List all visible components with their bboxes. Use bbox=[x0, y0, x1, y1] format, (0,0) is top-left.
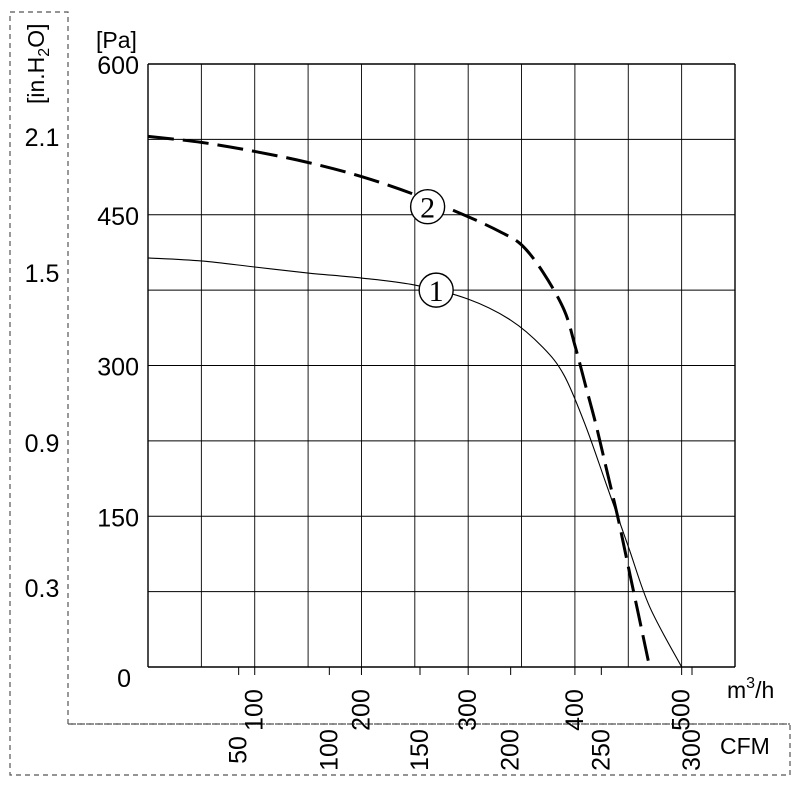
x-unit-cfm: CFM bbox=[720, 733, 770, 759]
series-labels: 12 bbox=[409, 189, 454, 308]
y-tick-pa-label: 300 bbox=[97, 354, 139, 382]
x-tick-cfm-label: 250 bbox=[587, 729, 615, 771]
y-tick-inh2o-label: 2.1 bbox=[25, 124, 60, 152]
series-2-label: 2 bbox=[420, 192, 435, 225]
x-tick-m3h-label: 100 bbox=[241, 689, 269, 731]
y-tick-inh2o-label: 1.5 bbox=[25, 260, 60, 288]
y-tick-pa-label: 600 bbox=[97, 52, 139, 80]
x-unit-m3h: m3/h bbox=[727, 675, 774, 703]
y-tick-pa-label: 450 bbox=[97, 203, 139, 231]
x-tick-cfm-label: 150 bbox=[406, 729, 434, 771]
y-tick-inh2o-label: 0.9 bbox=[25, 430, 60, 458]
x-tick-m3h-label: 200 bbox=[347, 689, 375, 731]
y-unit-pa: [Pa] bbox=[96, 27, 137, 53]
x-tick-m3h-label: 500 bbox=[668, 689, 696, 731]
x-tick-cfm-label: 300 bbox=[678, 729, 706, 771]
grid bbox=[147, 63, 736, 668]
series-2-marker bbox=[409, 189, 446, 225]
x-tick-m3h-label: 400 bbox=[561, 689, 589, 731]
series-1-line bbox=[147, 257, 683, 668]
y-unit-inh2o: [in.H2O] bbox=[23, 24, 53, 104]
x-tick-cfm-label: 200 bbox=[497, 729, 525, 771]
series-lines bbox=[147, 134, 683, 668]
x-tick-cfm-label: 50 bbox=[225, 736, 253, 764]
series-1-label: 1 bbox=[429, 275, 444, 308]
inh2o-axis-frame bbox=[9, 11, 791, 776]
x-tick-cfm-label: 100 bbox=[315, 729, 343, 771]
y-tick-pa-label: 0 bbox=[117, 665, 131, 693]
y-tick-inh2o-label: 0.3 bbox=[25, 575, 60, 603]
series-2-line bbox=[147, 134, 652, 668]
y-tick-pa-label: 150 bbox=[97, 504, 139, 532]
series-1-marker bbox=[418, 272, 454, 308]
x-tick-m3h-label: 300 bbox=[454, 689, 482, 731]
